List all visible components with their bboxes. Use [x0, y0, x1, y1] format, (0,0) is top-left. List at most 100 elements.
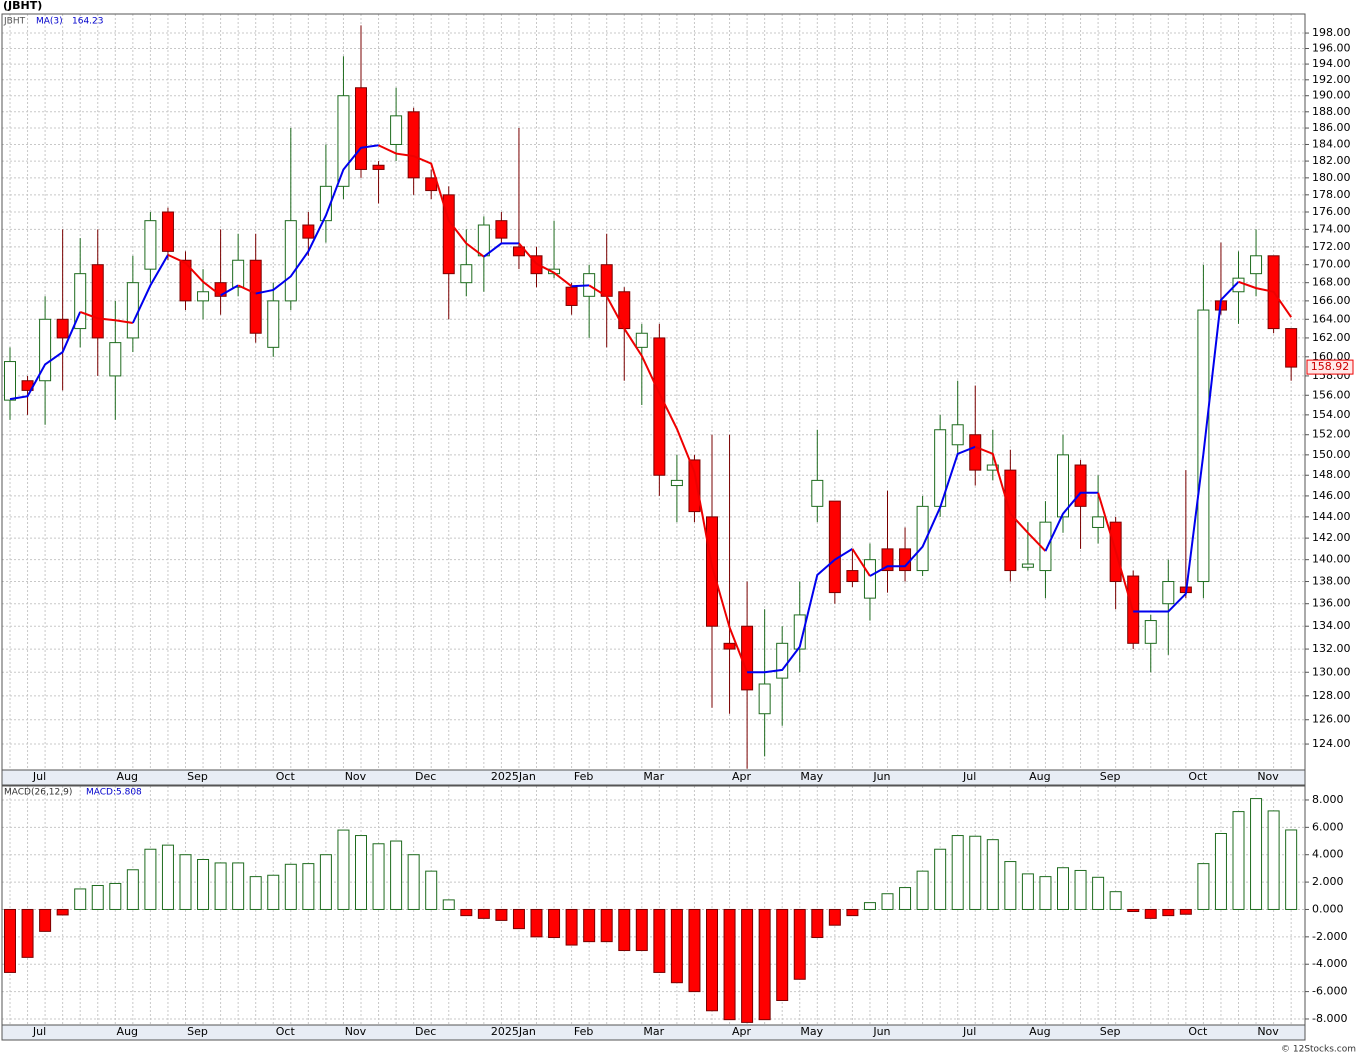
macd-bar — [1039, 876, 1052, 910]
macd-bar — [635, 908, 648, 952]
y-tick-label: 146.00 — [1312, 489, 1351, 502]
candle-body — [670, 479, 683, 487]
x-tick-label: Oct — [276, 770, 296, 783]
y-tick-label: 184.00 — [1312, 137, 1351, 150]
candle-body — [460, 264, 473, 284]
candle-body — [337, 95, 350, 187]
candle-body — [1074, 464, 1087, 507]
candle-body — [741, 625, 754, 691]
x-tick-label: Jun — [872, 770, 890, 783]
ma-line — [378, 144, 485, 258]
y-tick-label: 188.00 — [1312, 105, 1351, 118]
candle-body — [302, 224, 315, 239]
x-tick-label: May — [800, 1025, 823, 1038]
y-tick-label: 128.00 — [1312, 689, 1351, 702]
macd-bar — [828, 908, 841, 926]
x-tick-label: 2025Jan — [491, 1025, 536, 1038]
macd-bar — [284, 863, 297, 910]
x-tick-label: Nov — [1257, 1025, 1279, 1038]
macd-bar — [1074, 869, 1087, 910]
macd-bar — [179, 854, 192, 910]
ma-line — [1044, 491, 1099, 552]
macd-bar — [460, 908, 473, 917]
macd-bar — [390, 840, 403, 910]
candle-body — [758, 683, 771, 715]
ma-line — [1133, 281, 1240, 613]
ma-line — [220, 284, 239, 297]
macd-bar — [916, 870, 929, 910]
candle-body — [442, 194, 455, 275]
macd-legend: MACD:5.808 — [86, 788, 142, 798]
macd-bar — [583, 908, 596, 943]
y-tick-label: -6.000 — [1312, 985, 1347, 998]
macd-bar — [706, 908, 718, 1012]
candle-body — [688, 459, 701, 513]
candle-body — [635, 332, 648, 348]
candle-body — [512, 246, 525, 257]
footer: © 12Stocks.com — [1281, 1045, 1356, 1055]
macd-bar — [811, 908, 824, 939]
ma-line — [851, 548, 871, 577]
candle-body — [986, 464, 999, 471]
macd-bar — [4, 908, 16, 973]
macd-bar — [267, 874, 280, 910]
candle-body — [109, 342, 122, 377]
macd-bar — [1197, 863, 1210, 910]
x-tick-label: Feb — [574, 1025, 593, 1038]
ma-line — [869, 445, 976, 577]
ma-line — [571, 284, 590, 288]
x-tick-label: Apr — [732, 1025, 752, 1038]
x-tick-label: Sep — [1100, 1025, 1121, 1038]
candle-body — [372, 164, 385, 170]
y-tick-label: 192.00 — [1312, 73, 1351, 86]
candle-body — [144, 220, 157, 270]
ma-line — [588, 284, 749, 673]
y-tick-label: 186.00 — [1312, 121, 1351, 134]
candle-body — [407, 111, 420, 179]
candle-body — [1004, 469, 1017, 572]
macd-bar — [319, 854, 332, 910]
candle-body — [776, 642, 789, 679]
x-tick-label: Sep — [187, 1025, 208, 1038]
macd-bar — [39, 908, 52, 932]
y-tick-label: 152.00 — [1312, 428, 1351, 441]
macd-bar — [109, 882, 122, 910]
x-tick-label: Jul — [32, 1025, 46, 1038]
candle-body — [4, 361, 16, 401]
y-tick-label: 138.00 — [1312, 575, 1351, 588]
y-tick-label: 126.00 — [1312, 713, 1351, 726]
x-tick-label: Dec — [415, 1025, 436, 1038]
y-tick-label: 150.00 — [1312, 448, 1351, 461]
macd-title: MACD(26,12,9) — [4, 788, 72, 798]
marks — [4, 25, 1298, 1023]
y-tick-label: 8.000 — [1312, 793, 1344, 806]
x-tick-label: Aug — [1029, 1025, 1050, 1038]
candle-body — [969, 434, 982, 471]
y-tick-label: -8.000 — [1312, 1012, 1347, 1025]
macd-bar — [600, 908, 613, 943]
x-tick-label: Sep — [1100, 770, 1121, 783]
macd-bar — [21, 908, 34, 958]
macd-bar — [495, 908, 508, 921]
x-tick-label: Oct — [276, 1025, 296, 1038]
candle-body — [495, 220, 508, 239]
macd-bar — [214, 862, 227, 910]
macd-bar — [372, 843, 385, 910]
macd-bar — [126, 869, 139, 910]
candle-body — [1162, 581, 1175, 605]
candle-body — [653, 337, 666, 476]
y-tick-label: 174.00 — [1312, 222, 1351, 235]
macd-bar — [1021, 873, 1034, 910]
macd-bar — [1232, 811, 1245, 910]
candle-body — [179, 259, 192, 302]
y-tick-label: 194.00 — [1312, 57, 1351, 70]
macd-bar — [1092, 876, 1105, 910]
x-tick-label: Oct — [1188, 1025, 1208, 1038]
y-tick-label: 140.00 — [1312, 553, 1351, 566]
y-tick-label: -2.000 — [1312, 930, 1347, 943]
candle-body — [1232, 277, 1245, 293]
x-tick-label: Dec — [415, 770, 436, 783]
macd-bar — [548, 908, 561, 939]
